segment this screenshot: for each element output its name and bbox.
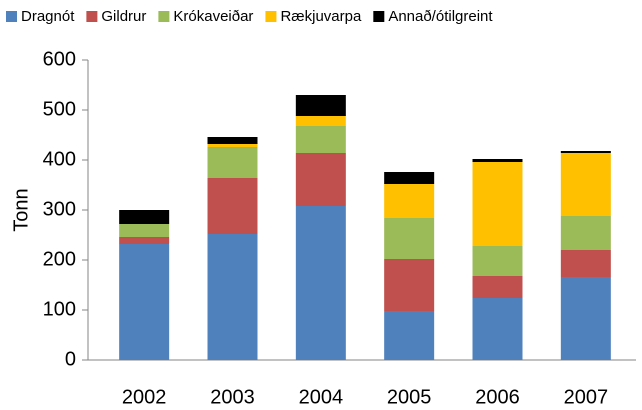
legend-label: Krókaveiðar xyxy=(173,8,253,25)
y-tick-label: 400 xyxy=(43,148,76,170)
legend-swatch xyxy=(265,11,277,22)
bar-segment xyxy=(472,159,523,162)
y-tick-label: 600 xyxy=(43,48,76,70)
bar-segment xyxy=(472,246,523,276)
bar-segment xyxy=(560,250,611,277)
bar-segment xyxy=(384,259,435,311)
x-tick-label: 2003 xyxy=(210,386,255,408)
bar-segment xyxy=(560,216,611,250)
legend-swatch xyxy=(158,11,170,22)
legend-label: Annað/ótilgreint xyxy=(388,8,493,25)
legend-swatch xyxy=(373,11,385,22)
y-tick-label: 500 xyxy=(43,98,76,120)
bar-segment xyxy=(560,153,611,216)
bar-segment xyxy=(295,126,346,153)
legend-label: Rækjuvarpa xyxy=(280,8,362,25)
bar-segment xyxy=(295,206,346,360)
bar-segment xyxy=(472,298,523,360)
bar-segment xyxy=(560,277,611,360)
bar-segment xyxy=(119,237,170,244)
bar-segment xyxy=(384,311,435,360)
x-tick-label: 2006 xyxy=(475,386,520,408)
bar-segment xyxy=(295,95,346,116)
x-tick-label: 2004 xyxy=(299,386,344,408)
bar-segment xyxy=(384,218,435,259)
bar-segment xyxy=(295,116,346,126)
y-tick-label: 100 xyxy=(43,298,76,320)
bar-segment xyxy=(119,224,170,237)
bar-segment xyxy=(384,172,435,184)
bar-segment xyxy=(119,244,170,360)
legend-swatch xyxy=(86,11,98,22)
bar-segment xyxy=(207,178,258,234)
bar-segment xyxy=(207,147,258,178)
y-tick-label: 200 xyxy=(43,248,76,270)
x-tick-label: 2005 xyxy=(387,386,432,408)
x-tick-label: 2007 xyxy=(564,386,609,408)
y-axis-label: Tonn xyxy=(10,188,32,231)
bar-segment xyxy=(384,184,435,218)
bar-segment xyxy=(207,234,258,360)
y-tick-label: 0 xyxy=(65,348,76,370)
bar-segment xyxy=(207,144,258,147)
bar-segment xyxy=(560,151,611,153)
bar-segment xyxy=(207,137,258,144)
legend-label: Dragnót xyxy=(21,8,75,25)
legend-label: Gildrur xyxy=(101,8,146,25)
y-tick-label: 300 xyxy=(43,198,76,220)
bar-segment xyxy=(119,210,170,224)
bar-segment xyxy=(472,162,523,246)
x-tick-label: 2002 xyxy=(122,386,167,408)
legend-swatch xyxy=(6,11,17,22)
bar-segment xyxy=(295,153,346,206)
bar-segment xyxy=(472,276,523,298)
